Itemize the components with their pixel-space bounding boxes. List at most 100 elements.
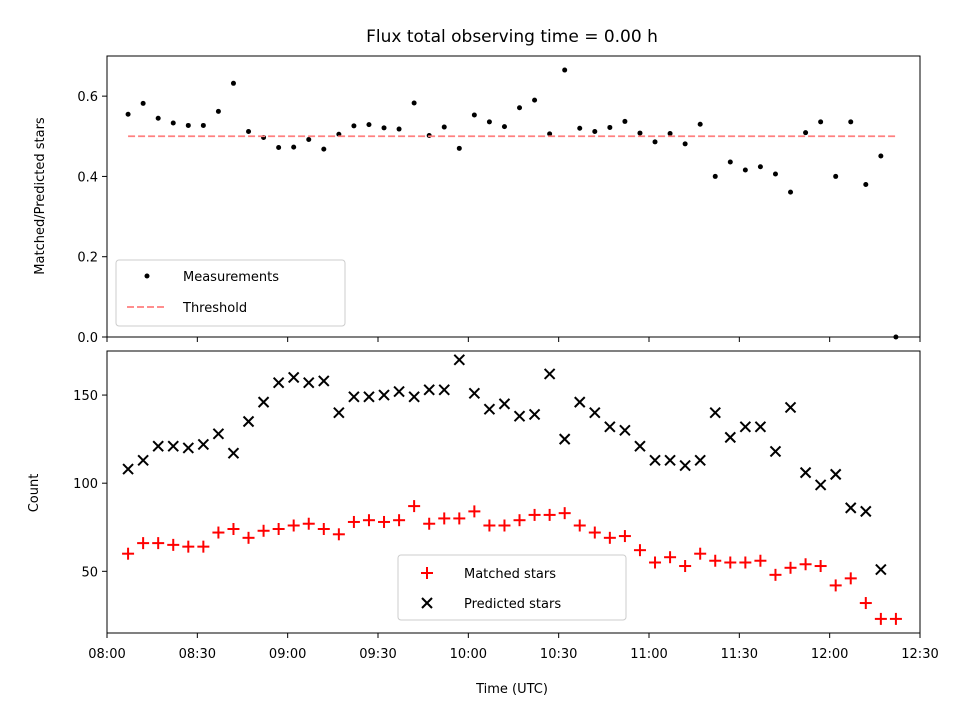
matched-star-point: [709, 554, 722, 567]
measurement-point: [230, 80, 236, 86]
bottom-x-tick-label: 12:00: [811, 647, 848, 662]
legend-label-matched-stars: Matched stars: [464, 567, 556, 582]
predicted-star-point: [333, 406, 345, 419]
measurement-point: [200, 122, 206, 128]
predicted-star-point: [348, 391, 360, 403]
predicted-star-point: [634, 440, 646, 452]
matched-star-point: [754, 554, 767, 567]
top-legend-frame: [115, 259, 346, 327]
matched-star-point: [498, 519, 511, 532]
top-panel-frame: [106, 55, 921, 338]
predicted-star-point: [860, 505, 872, 518]
predicted-star-point: [498, 398, 511, 410]
measurement-point: [697, 121, 703, 127]
legend-marker-measurements: [144, 273, 150, 279]
bottom-panel-frame: [106, 350, 921, 634]
measurement-point: [276, 145, 282, 151]
matched-star-point: [152, 537, 165, 550]
predicted-star-point: [137, 454, 149, 466]
matched-star-point: [769, 568, 782, 581]
measurement-point: [772, 171, 778, 177]
matched-star-point: [317, 523, 330, 536]
matched-star-point: [814, 560, 827, 573]
matched-star-point: [197, 540, 210, 553]
matched-star-point: [468, 505, 481, 518]
predicted-star-point: [604, 421, 616, 433]
bottom-legend-frame: [397, 554, 627, 621]
measurement-point: [396, 126, 402, 132]
predicted-star-point: [664, 454, 676, 466]
measurement-point: [366, 122, 372, 128]
matched-star-point: [438, 512, 451, 525]
matched-star-point: [889, 612, 902, 625]
legend-marker-predicted-stars: [421, 597, 433, 609]
top-panel: 0.0 0.2 0.4 0.6: [77, 55, 921, 346]
measurement-point: [788, 189, 794, 195]
predicted-star-point: [483, 403, 496, 415]
matched-star-point: [408, 500, 421, 513]
predicted-star-point: [438, 384, 450, 396]
measurement-point: [486, 119, 492, 125]
measurement-point: [140, 100, 146, 106]
predicted-star-point: [739, 421, 752, 433]
predicted-star-point: [769, 445, 782, 458]
predicted-star-point: [152, 440, 164, 452]
bottom-x-tick-label: 09:30: [359, 647, 396, 662]
matched-star-point: [182, 540, 195, 553]
matched-star-point: [167, 538, 180, 551]
measurement-point: [667, 130, 673, 136]
matched-star-point: [137, 537, 150, 550]
matched-star-point: [528, 508, 541, 521]
legend-label-threshold: Threshold: [182, 301, 247, 316]
matched-star-point: [558, 507, 571, 520]
matched-star-point: [859, 597, 872, 610]
measurement-point: [306, 136, 312, 142]
predicted-star-point: [589, 406, 601, 419]
matched-star-point: [679, 560, 692, 573]
matched-star-point: [618, 530, 631, 543]
predicted-star-point: [318, 375, 330, 387]
matched-star-point: [378, 515, 391, 528]
measurement-point: [592, 128, 598, 134]
measurement-point: [381, 125, 387, 131]
matched-star-point: [588, 526, 601, 539]
x-axis-label: Time (UTC): [475, 682, 548, 697]
matched-star-point: [423, 517, 436, 530]
predicted-star-point: [845, 502, 857, 514]
predicted-star-point: [754, 421, 767, 433]
measurement-point: [547, 131, 553, 137]
measurement-point: [441, 124, 447, 130]
measurement-point: [321, 146, 327, 152]
predicted-star-point: [709, 406, 721, 419]
measurement-point: [501, 124, 507, 130]
predicted-star-point: [694, 454, 706, 466]
measurement-point: [125, 111, 131, 117]
bottom-x-tick-label: 08:30: [179, 647, 216, 662]
measurement-point: [185, 122, 191, 128]
bottom-x-tick-label: 11:00: [630, 647, 667, 662]
matched-star-point: [513, 514, 526, 527]
predicted-star-point: [558, 433, 571, 445]
measurement-point: [471, 112, 477, 118]
measurement-point: [742, 167, 748, 173]
measurement-point: [637, 130, 643, 136]
measurement-point: [833, 173, 839, 179]
top-legend: Measurements Threshold: [115, 259, 346, 327]
top-y-tick-label: 0.0: [77, 331, 98, 346]
matched-star-point: [212, 526, 225, 539]
predicted-star-point: [182, 442, 195, 454]
matched-star-point: [287, 519, 300, 532]
measurement-point: [818, 119, 824, 125]
predicted-star-point: [829, 468, 842, 481]
measurement-point: [291, 144, 297, 150]
bottom-x-tick-label: 10:00: [450, 647, 487, 662]
legend-label-predicted-stars: Predicted stars: [464, 597, 561, 612]
predicted-star-point: [303, 377, 315, 389]
predicted-star-point: [814, 479, 827, 491]
predicted-star-point: [799, 466, 812, 479]
bottom-x-tick-label: 09:00: [269, 647, 306, 662]
matched-star-point: [694, 547, 707, 560]
predicted-star-point: [197, 438, 210, 451]
matched-star-point: [664, 551, 677, 564]
